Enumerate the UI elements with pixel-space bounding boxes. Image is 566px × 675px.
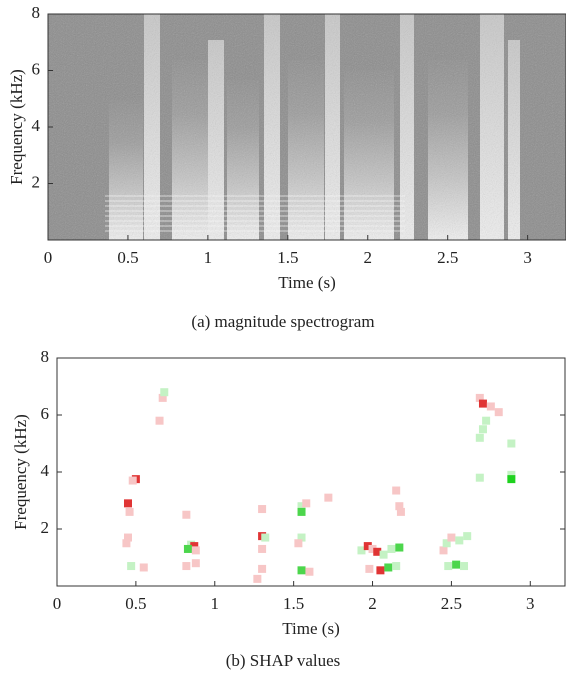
y-tick-label: 6 (41, 404, 50, 423)
shap-point (182, 562, 191, 571)
shap-point (387, 544, 396, 553)
shap-point (139, 563, 148, 572)
x-tick-label: 2.5 (437, 248, 458, 267)
shap-point (363, 542, 372, 551)
shap-point (125, 507, 134, 516)
shap-point (475, 433, 484, 442)
shap-point (482, 416, 491, 425)
shap-point (297, 533, 306, 542)
shap-point (475, 393, 484, 402)
shap-point (122, 539, 131, 548)
shap-point (305, 567, 314, 576)
shap-point (191, 559, 200, 568)
shap-point (297, 502, 306, 511)
y-tick-label: 6 (32, 59, 41, 78)
y-tick-label: 4 (41, 461, 50, 480)
shap-point (486, 402, 495, 411)
x-tick-label: 1.5 (277, 248, 298, 267)
x-tick-label: 0 (44, 248, 53, 267)
x-tick-label: 2 (368, 594, 377, 613)
shap-point (444, 562, 453, 571)
shap-point (507, 475, 516, 484)
shap-point (507, 439, 516, 448)
shap-point (160, 388, 169, 397)
y-tick-label: 4 (32, 116, 41, 135)
shap-point (365, 564, 374, 573)
shap-point (379, 550, 388, 559)
shap-point (442, 539, 451, 548)
shap-point (258, 505, 267, 514)
shap-point (475, 473, 484, 482)
shap-point (439, 546, 448, 555)
y-tick-label: 8 (41, 347, 50, 366)
x-tick-label: 0.5 (125, 594, 146, 613)
shap-point (463, 532, 472, 541)
shap-point (155, 416, 164, 425)
shap-point (183, 544, 192, 553)
shap-point (297, 507, 306, 516)
shap-point (128, 476, 137, 485)
shap-point (447, 533, 456, 542)
shap-point (190, 542, 199, 551)
caption: (a) magnitude spectrogram (191, 312, 374, 331)
x-tick-label: 1 (211, 594, 220, 613)
shap-point (123, 533, 132, 542)
shap-point (376, 566, 385, 575)
shap-point (158, 393, 167, 402)
x-tick-label: 2 (364, 248, 373, 267)
shap-point (396, 507, 405, 516)
x-tick-label: 0.5 (117, 248, 138, 267)
x-axis-label: Time (s) (278, 273, 335, 292)
shap-point (395, 502, 404, 511)
shap-point (261, 533, 270, 542)
y-tick-label: 8 (32, 3, 41, 22)
y-axis-label: Frequency (kHz) (7, 69, 26, 185)
shap-point (324, 493, 333, 502)
shap-point (357, 546, 366, 555)
shap-point (392, 486, 401, 495)
shap-point (392, 562, 401, 571)
x-tick-label: 0 (53, 594, 62, 613)
x-tick-label: 3 (523, 248, 532, 267)
x-tick-label: 1 (204, 248, 213, 267)
shap-point (395, 543, 404, 552)
plot-frame (56, 357, 566, 587)
shap-point (297, 566, 306, 575)
shap-point (455, 536, 464, 545)
shap-point (452, 560, 461, 569)
shap-point (373, 547, 382, 556)
shap-point (253, 574, 262, 583)
shap-point (478, 425, 487, 434)
y-tick-label: 2 (32, 172, 41, 191)
x-axis-label: Time (s) (282, 619, 339, 638)
shap-point (294, 539, 303, 548)
shap-point (258, 544, 267, 553)
y-axis-label: Frequency (kHz) (11, 414, 30, 530)
shap-point (123, 499, 132, 508)
shap-point (507, 470, 516, 479)
x-tick-label: 1.5 (283, 594, 304, 613)
x-tick-label: 3 (526, 594, 535, 613)
shap-point (460, 562, 469, 571)
shap-point (368, 544, 377, 553)
shap-point (182, 510, 191, 519)
shap-point (127, 562, 136, 571)
shap-point (258, 564, 267, 573)
caption: (b) SHAP values (226, 651, 341, 670)
shap-point (384, 563, 393, 572)
shap-point (191, 546, 200, 555)
shap-point (478, 399, 487, 408)
y-tick-label: 2 (41, 518, 50, 537)
x-tick-label: 2.5 (441, 594, 462, 613)
spectrogram-image (48, 14, 566, 240)
shap-point (302, 499, 311, 508)
shap-point (494, 408, 503, 417)
